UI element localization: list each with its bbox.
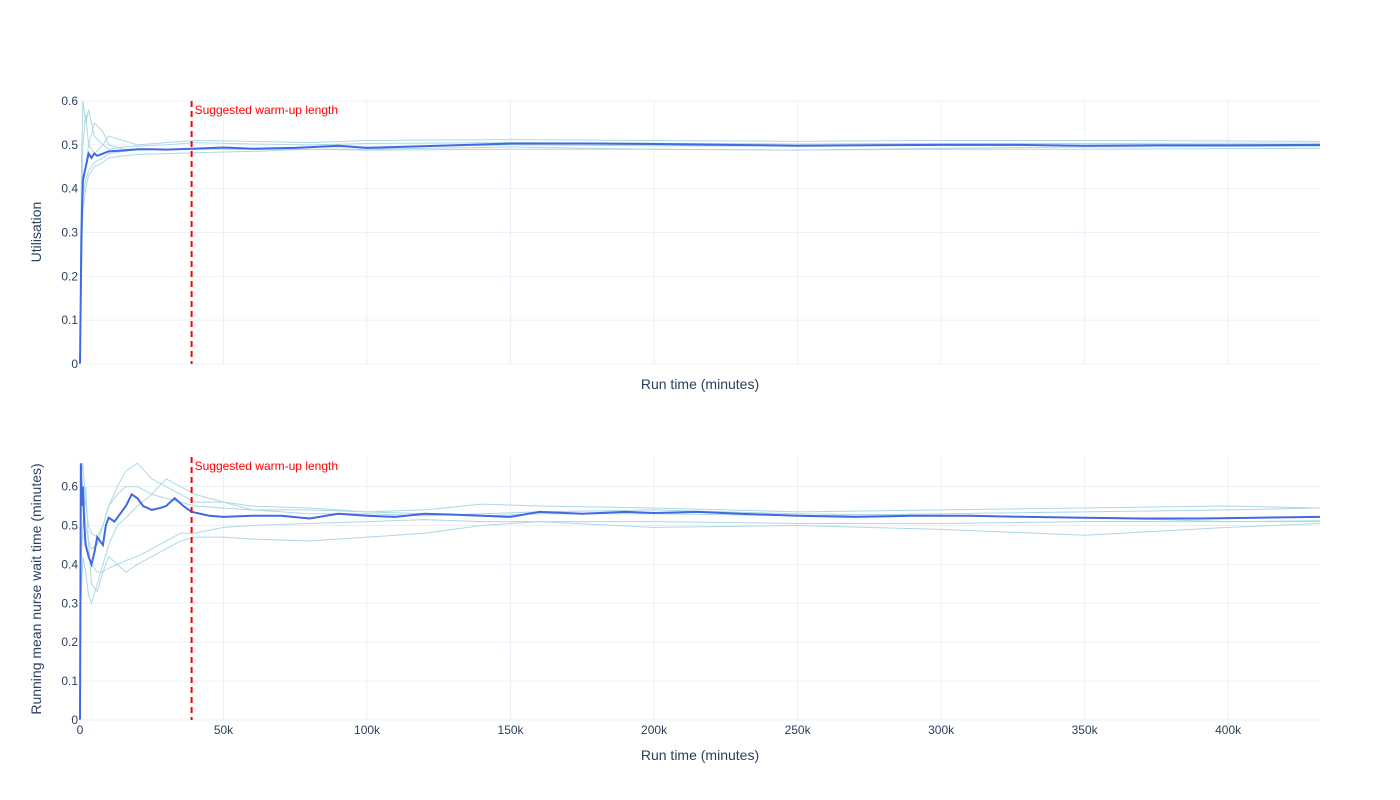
wait-time-x-ticks: 0 50k 100k 150k 200k 250k 300k 350k 400k: [77, 723, 1242, 737]
wait-time-replication-line: [79, 519, 1321, 721]
utilisation-y-tick-label: 0.3: [61, 226, 78, 240]
utilisation-replication-line: [79, 145, 1321, 365]
wait-time-grid: [80, 457, 1320, 720]
utilisation-y-tick-label: 0.4: [61, 182, 78, 196]
wait-time-y-tick-label: 0.3: [61, 596, 78, 610]
utilisation-y-ticks: 0 0.1 0.2 0.3 0.4 0.5 0.6: [61, 94, 78, 371]
wait-time-series: [79, 462, 1321, 721]
utilisation-y-tick-label: 0.1: [61, 313, 78, 327]
utilisation-x-axis-title: Run time (minutes): [641, 376, 759, 392]
utilisation-y-tick-label: 0.6: [61, 94, 78, 108]
wait-time-y-tick-label: 0.4: [61, 557, 78, 571]
wait-time-x-tick-label: 350k: [1072, 723, 1099, 737]
utilisation-warmup-label: Suggested warm-up length: [195, 103, 338, 117]
wait-time-x-axis-title: Run time (minutes): [641, 747, 759, 763]
wait-time-x-tick-label: 50k: [214, 723, 234, 737]
wait-time-subplot: Suggested warm-up length 0 0.1 0.2 0.3 0.4 0.…: [28, 457, 1321, 763]
utilisation-y-axis-title: Utilisation: [28, 202, 44, 263]
wait-time-x-tick-label: 200k: [641, 723, 668, 737]
wait-time-mean-line: [79, 463, 1321, 721]
wait-time-x-tick-label: 150k: [498, 723, 525, 737]
wait-time-y-tick-label: 0.6: [61, 480, 78, 494]
wait-time-x-tick-label: 0: [77, 723, 84, 737]
wait-time-replication-line: [79, 462, 1321, 721]
wait-time-y-axis-title: Running mean nurse wait time (minutes): [28, 463, 44, 714]
utilisation-series: [79, 100, 1321, 365]
utilisation-subplot: Suggested warm-up length 0 0.1 0.2 0.3 0.4 0.…: [28, 94, 1321, 392]
wait-time-y-tick-label: 0.5: [61, 518, 78, 532]
utilisation-replication-line: [79, 121, 1321, 365]
utilisation-replication-line: [79, 100, 1321, 365]
wait-time-x-tick-label: 100k: [354, 723, 381, 737]
utilisation-replication-line: [79, 114, 1321, 365]
utilisation-y-tick-label: 0.2: [61, 269, 78, 283]
wait-time-x-tick-label: 300k: [928, 723, 955, 737]
utilisation-warmup: Suggested warm-up length: [190, 101, 338, 364]
wait-time-x-tick-label: 250k: [785, 723, 812, 737]
utilisation-replication-line: [79, 147, 1321, 365]
wait-time-y-tick-label: 0: [71, 713, 78, 727]
wait-time-warmup-label: Suggested warm-up length: [195, 459, 338, 473]
wait-time-y-tick-label: 0.2: [61, 635, 78, 649]
wait-time-y-tick-label: 0.1: [61, 674, 78, 688]
utilisation-y-tick-label: 0.5: [61, 138, 78, 152]
wait-time-warmup: Suggested warm-up length: [190, 457, 338, 720]
utilisation-y-tick-label: 0: [71, 357, 78, 371]
utilisation-mean-line: [79, 142, 1321, 365]
wait-time-x-tick-label: 400k: [1215, 723, 1242, 737]
wait-time-y-ticks: 0 0.1 0.2 0.3 0.4 0.5 0.6: [61, 480, 78, 727]
wait-time-replication-line: [79, 486, 1321, 721]
